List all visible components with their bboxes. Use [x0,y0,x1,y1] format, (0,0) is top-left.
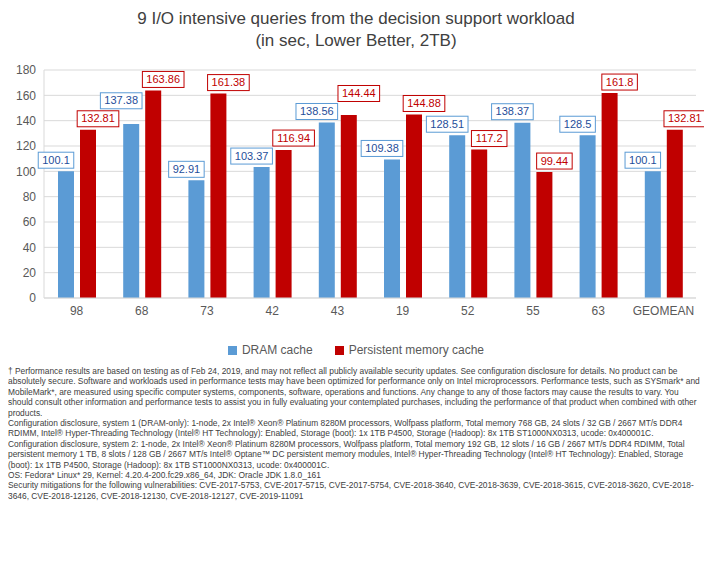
html-text:OS: Fedora* Linux* 29, Kernel:: OS: Fedora* Linux* 29, Kernel: 4.20.4-20… [8,470,321,481]
svg-text:68: 68 [135,304,149,318]
svg-text:138.37: 138.37 [496,105,530,117]
svg-text:19: 19 [396,304,410,318]
html-text:Configuration disclosure, syst: Configuration disclosure, system 1 (DRAM… [8,418,683,439]
svg-text:103.37: 103.37 [235,150,269,162]
svg-text:43: 43 [331,304,345,318]
svg-text:163.86: 163.86 [146,73,180,85]
svg-text:137.38: 137.38 [104,94,138,106]
svg-text:144.88: 144.88 [407,97,441,109]
svg-text:120: 120 [16,139,36,153]
svg-text:98: 98 [70,304,84,318]
svg-text:161.8: 161.8 [606,76,634,88]
html-text:DRAM cache: DRAM cache [242,343,313,357]
svg-text:128.51: 128.51 [430,118,464,130]
svg-text:73: 73 [200,304,214,318]
svg-text:116.94: 116.94 [277,132,310,144]
svg-text:20: 20 [23,266,37,280]
svg-text:109.38: 109.38 [365,142,399,154]
html-text:Security mitigations for the f: Security mitigations for the following v… [8,480,694,501]
svg-text:42: 42 [266,304,280,318]
svg-text:60: 60 [23,215,37,229]
svg-text:52: 52 [461,304,475,318]
html-text:9 I/O intensive queries from t: 9 I/O intensive queries from the decisio… [137,9,575,28]
svg-text:100.1: 100.1 [629,154,657,166]
svg-text:GEOMEAN: GEOMEAN [633,304,694,318]
svg-text:138.56: 138.56 [300,105,334,117]
svg-text:117.2: 117.2 [476,132,503,144]
svg-text:160: 160 [16,89,36,103]
svg-text:144.44: 144.44 [342,87,376,99]
svg-text:161.38: 161.38 [212,76,246,88]
svg-text:100: 100 [16,165,36,179]
svg-text:132.81: 132.81 [81,112,115,124]
svg-text:92.91: 92.91 [173,163,201,175]
svg-text:63: 63 [592,304,606,318]
html-text:† Performance results are base: † Performance results are based on testi… [8,366,700,418]
svg-text:0: 0 [29,291,36,305]
svg-text:40: 40 [23,241,37,255]
html-text:(in sec, Lower Better, 2TB): (in sec, Lower Better, 2TB) [255,31,457,50]
svg-text:100.1: 100.1 [42,154,70,166]
svg-text:80: 80 [23,190,37,204]
svg-text:180: 180 [16,63,36,77]
svg-text:128.5: 128.5 [564,118,592,130]
html-text:Configuration disclosure, syst: Configuration disclosure, system 2: 1-no… [8,438,685,470]
svg-text:99.44: 99.44 [541,155,569,167]
svg-text:140: 140 [16,114,36,128]
svg-text:55: 55 [526,304,540,318]
svg-text:132.81: 132.81 [668,112,702,124]
html-text:Persistent memory cache: Persistent memory cache [348,343,484,357]
